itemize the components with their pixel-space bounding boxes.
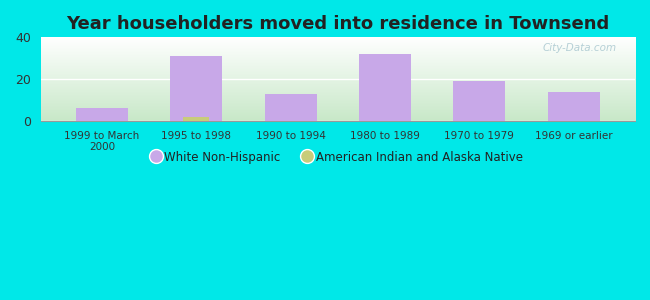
Title: Year householders moved into residence in Townsend: Year householders moved into residence i… <box>66 15 610 33</box>
Bar <box>265 94 317 121</box>
Bar <box>359 54 411 121</box>
Legend: White Non-Hispanic, American Indian and Alaska Native: White Non-Hispanic, American Indian and … <box>153 151 523 164</box>
Bar <box>76 108 128 121</box>
Text: City-Data.com: City-Data.com <box>543 43 617 53</box>
Bar <box>548 92 599 121</box>
Bar <box>454 81 505 121</box>
Bar <box>170 56 222 121</box>
Bar <box>183 117 209 121</box>
